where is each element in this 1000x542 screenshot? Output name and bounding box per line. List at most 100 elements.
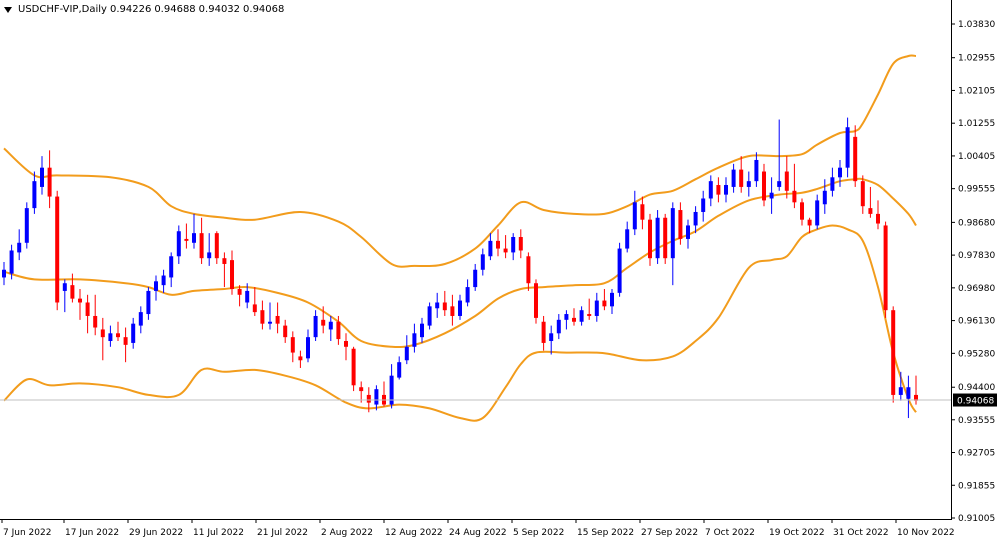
candle <box>670 202 675 286</box>
candle-body <box>420 323 424 338</box>
candle-body <box>116 333 120 338</box>
candle <box>891 306 896 403</box>
y-tick-label: 1.02105 <box>958 86 995 96</box>
candle-body <box>298 356 303 361</box>
candle-body <box>275 315 280 324</box>
candle <box>610 289 614 315</box>
candle <box>176 225 181 264</box>
candle <box>420 317 424 343</box>
candle <box>427 302 432 330</box>
candle <box>374 385 379 411</box>
candle-body <box>146 290 151 315</box>
candle <box>883 221 888 318</box>
candle-body <box>632 202 637 230</box>
candle-body <box>549 333 554 342</box>
candle <box>792 163 797 209</box>
candle-body <box>496 240 500 249</box>
candle <box>351 346 356 392</box>
candle-body <box>70 285 75 299</box>
candle-body <box>321 319 326 326</box>
candle <box>404 335 409 365</box>
candle <box>549 325 554 355</box>
candle-body <box>458 300 462 316</box>
candle <box>617 242 622 297</box>
candle <box>693 206 698 234</box>
symbol-label: USDCHF-VIP,Daily <box>18 4 107 15</box>
candle-body <box>914 394 918 401</box>
candle-body <box>123 337 128 345</box>
candle-body <box>313 315 318 338</box>
x-tick-label: 2 Aug 2022 <box>321 528 373 538</box>
candle <box>716 177 721 203</box>
candle-body <box>260 310 265 324</box>
current-price-marker: 0.94068 <box>0 393 997 407</box>
candle-body <box>739 169 744 187</box>
candle <box>328 315 333 342</box>
bollinger-lower-band <box>3 224 917 422</box>
candle <box>655 210 660 264</box>
candle-body <box>822 190 827 205</box>
candle-body <box>389 375 394 405</box>
candle <box>518 229 523 259</box>
candle <box>473 263 478 291</box>
candle-body <box>868 208 873 214</box>
candle-body <box>222 258 227 264</box>
candle-body <box>648 219 652 259</box>
current-price-box <box>953 393 997 407</box>
candle-body <box>359 387 364 392</box>
candle-body <box>230 260 234 290</box>
chart-header: USDCHF-VIP,Daily 0.94226 0.94688 0.94032… <box>4 4 284 15</box>
candle-body <box>579 310 584 322</box>
x-tick-label: 12 Aug 2022 <box>385 528 443 538</box>
candle <box>526 252 531 291</box>
candle-body <box>465 287 470 303</box>
candle <box>237 285 242 307</box>
candle <box>488 233 493 261</box>
candle <box>769 177 774 214</box>
candle <box>625 221 630 253</box>
candle <box>412 323 417 353</box>
candle <box>746 171 751 197</box>
candle <box>397 356 402 380</box>
candle-body <box>564 314 569 320</box>
candle <box>564 310 569 330</box>
candle <box>496 229 500 257</box>
candle <box>123 327 128 363</box>
x-tick-label: 11 Jul 2022 <box>193 528 244 538</box>
candle-body <box>9 250 14 274</box>
candle-body <box>344 341 348 347</box>
y-tick-label: 1.00405 <box>958 152 995 162</box>
dropdown-triangle-icon[interactable] <box>4 6 12 13</box>
candle-body <box>154 281 158 291</box>
candle-body <box>587 314 592 316</box>
x-tick-label: 19 Oct 2022 <box>769 528 825 538</box>
candle <box>306 329 310 363</box>
candle <box>800 198 804 226</box>
candle <box>807 217 812 234</box>
candle <box>579 306 584 326</box>
candle-body <box>800 202 804 220</box>
candle-body <box>306 337 310 359</box>
candle <box>587 298 592 320</box>
candle-body <box>594 300 599 316</box>
x-tick-label: 27 Sep 2022 <box>641 528 698 538</box>
bollinger-middle-band <box>3 177 917 349</box>
candle <box>435 292 440 318</box>
candle-body <box>860 181 865 207</box>
candle-body <box>55 196 60 303</box>
candle <box>359 381 364 403</box>
candle <box>511 233 516 261</box>
candle <box>777 119 782 191</box>
candle-body <box>17 242 22 253</box>
candle-body <box>898 387 903 395</box>
candle-body <box>602 300 607 307</box>
y-tick-label: 0.93555 <box>958 416 995 426</box>
y-tick-label: 1.03830 <box>958 20 995 30</box>
candle <box>701 190 706 222</box>
candle-body <box>237 289 242 295</box>
candle <box>845 117 850 178</box>
y-tick-label: 0.91855 <box>958 481 995 491</box>
candle-body <box>435 302 440 309</box>
candle-body <box>100 329 105 338</box>
